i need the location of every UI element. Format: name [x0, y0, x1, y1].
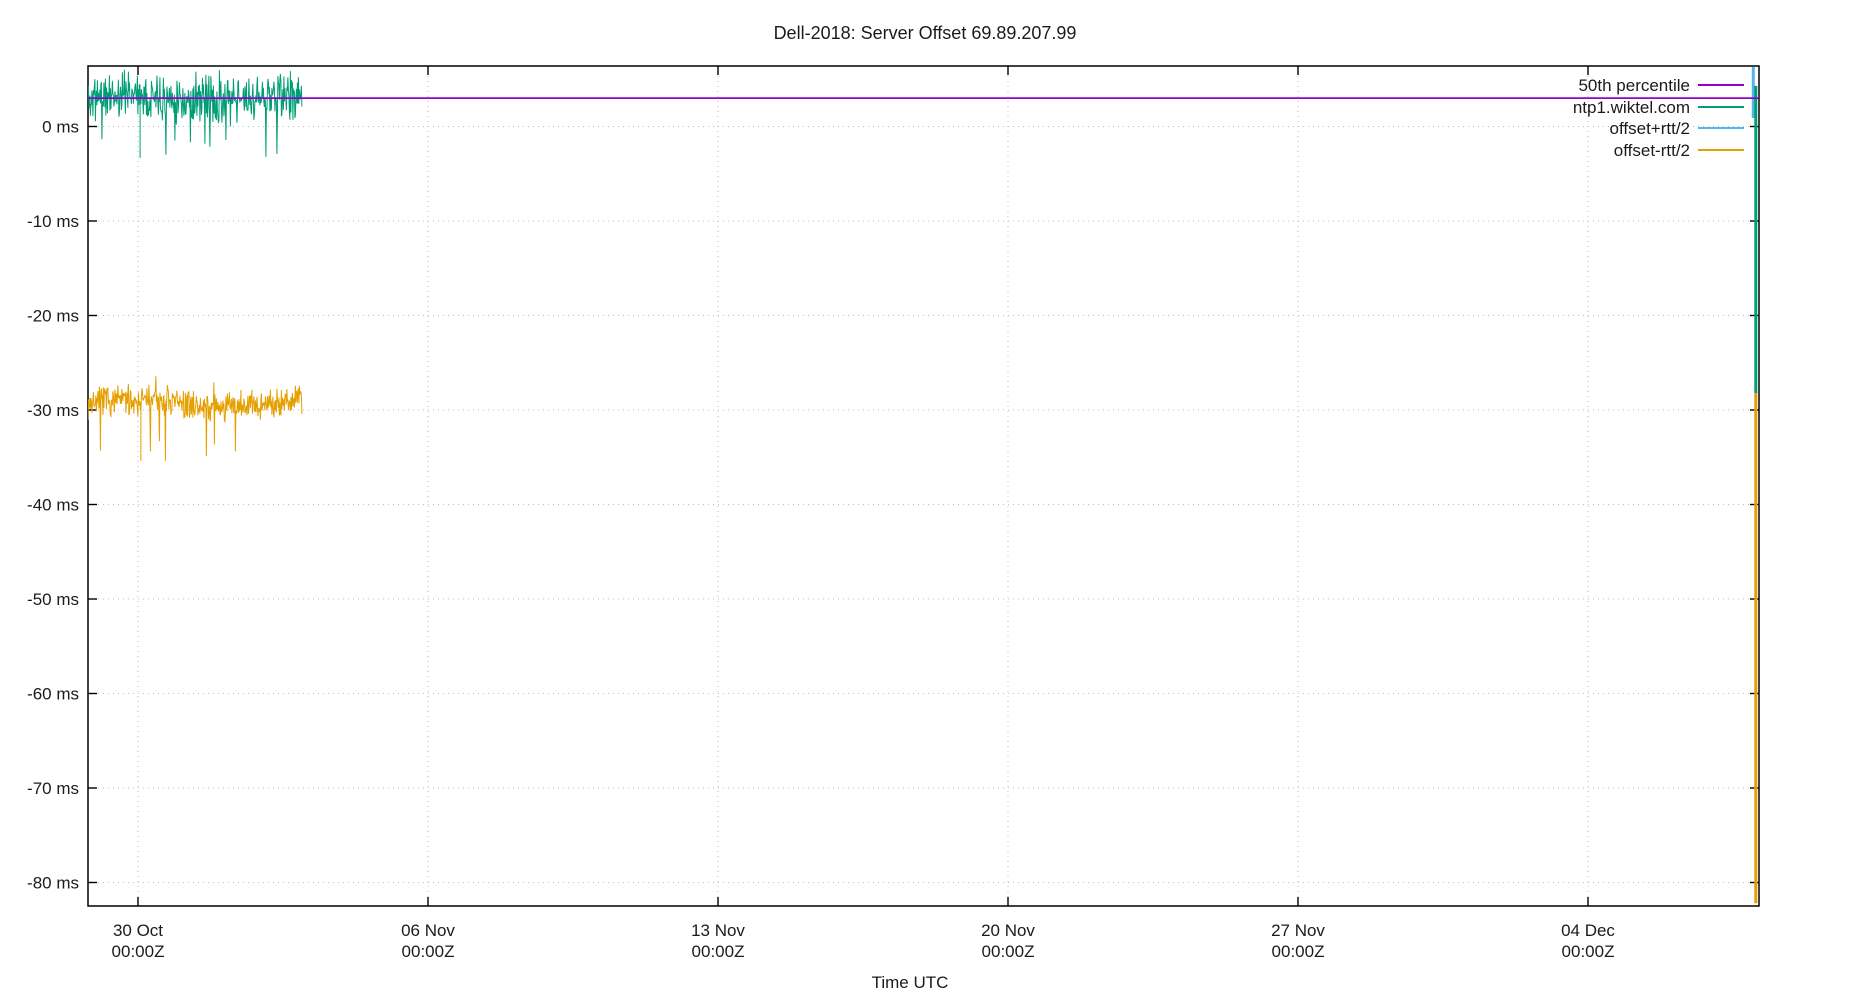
- x-tick-label-time: 00:00Z: [692, 942, 745, 961]
- x-axis-title: Time UTC: [872, 973, 949, 992]
- chart-title: Dell-2018: Server Offset 69.89.207.99: [774, 23, 1077, 43]
- x-tick-label-date: 27 Nov: [1271, 921, 1325, 940]
- y-tick-label: -60 ms: [27, 685, 79, 704]
- x-tick-label-date: 13 Nov: [691, 921, 745, 940]
- x-tick-label-time: 00:00Z: [1272, 942, 1325, 961]
- y-tick-label: -80 ms: [27, 874, 79, 893]
- y-tick-label: 0 ms: [42, 118, 79, 137]
- legend-label-50th-percentile: 50th percentile: [1578, 76, 1690, 95]
- y-tick-label: -30 ms: [27, 401, 79, 420]
- plot-border: [87, 65, 1760, 907]
- x-tick-label-date: 06 Nov: [401, 921, 455, 940]
- series-layer: [88, 66, 1759, 904]
- x-tick-label-time: 00:00Z: [112, 942, 165, 961]
- gridlines: [88, 66, 1759, 906]
- y-tick-label: -70 ms: [27, 779, 79, 798]
- x-tick-label-date: 04 Dec: [1561, 921, 1615, 940]
- axis-tick-labels: 0 ms -10 ms -20 ms -30 ms -40 ms -50 ms -60 ms…: [27, 118, 1615, 962]
- series-offset-minus-rtt2: [88, 376, 303, 461]
- legend: 50th percentile ntp1.wiktel.com offset+r…: [1573, 76, 1744, 160]
- y-tick-label: -40 ms: [27, 496, 79, 515]
- x-tick-label-date: 30 Oct: [113, 921, 163, 940]
- static-text-layer: Dell-2018: Server Offset 69.89.207.99 Ti…: [774, 23, 1744, 992]
- axis-ticks: [88, 66, 1759, 906]
- y-tick-label: -20 ms: [27, 307, 79, 326]
- x-tick-label-time: 00:00Z: [402, 942, 455, 961]
- y-tick-label: -10 ms: [27, 212, 79, 231]
- x-tick-label-time: 00:00Z: [1562, 942, 1615, 961]
- legend-label-offset-minus-rtt2: offset-rtt/2: [1614, 141, 1690, 160]
- legend-label-offset-plus-rtt2: offset+rtt/2: [1610, 119, 1690, 138]
- legend-label-ntp1-wiktel-com: ntp1.wiktel.com: [1573, 98, 1690, 117]
- y-tick-label: -50 ms: [27, 590, 79, 609]
- x-tick-label-time: 00:00Z: [982, 942, 1035, 961]
- generated-plot-layer: 0 ms -10 ms -20 ms -30 ms -40 ms -50 ms -60 ms…: [27, 65, 1760, 962]
- series-ntp1-wiktel-com: [88, 69, 303, 158]
- x-tick-label-date: 20 Nov: [981, 921, 1035, 940]
